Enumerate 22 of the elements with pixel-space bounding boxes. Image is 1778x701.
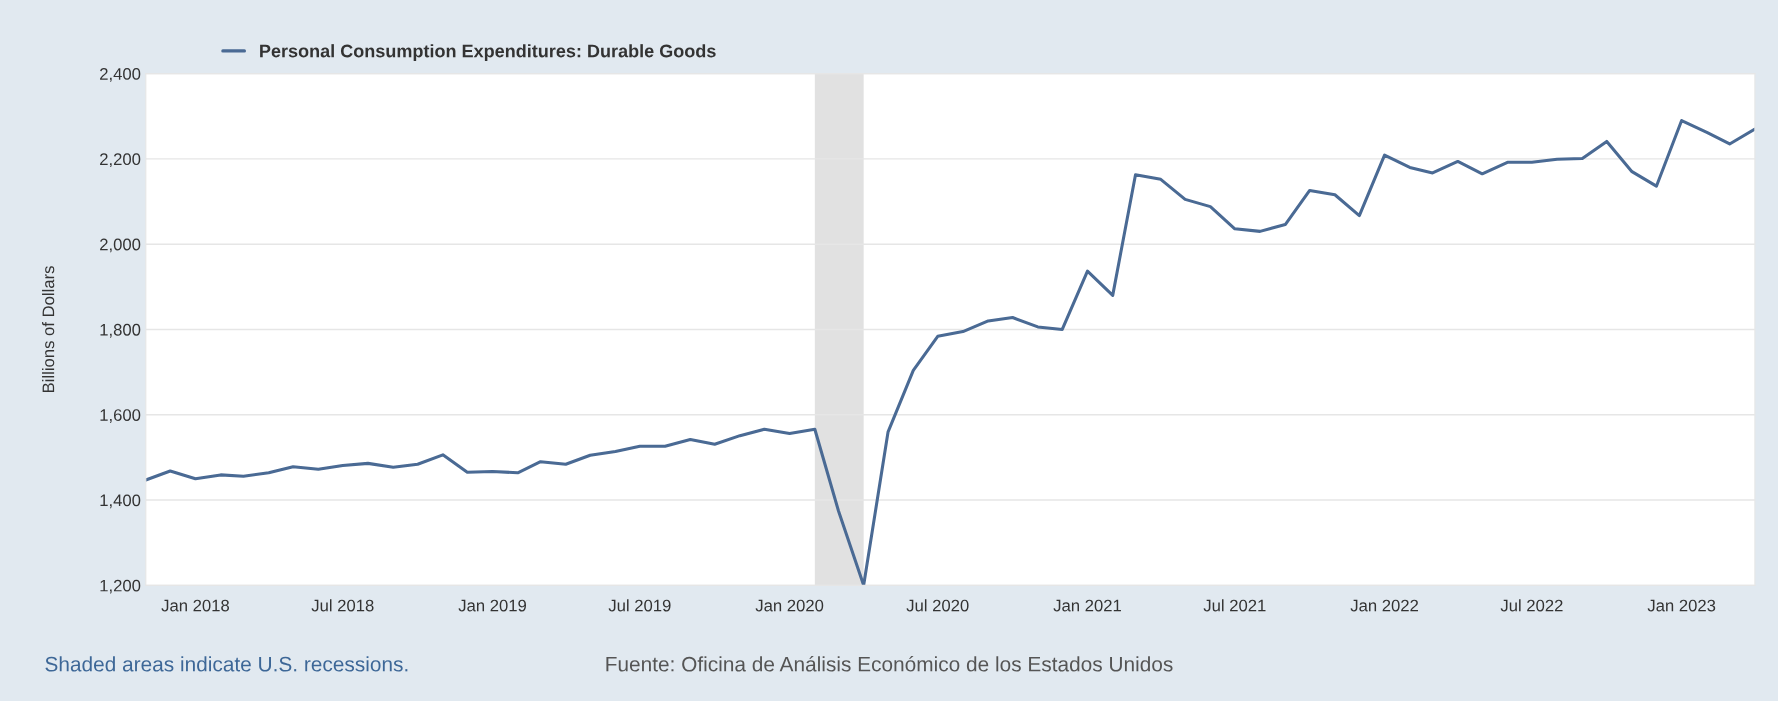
y-tick-label: 1,600 [100, 409, 141, 423]
x-tick-label: Jul 2022 [1500, 599, 1563, 612]
text: Shaded areas indicate U.S. recessions. [45, 656, 408, 672]
source-note: Fuente: Oficina de Análisis Económico de los Estados Unidos [606, 656, 1173, 672]
legend-label: Personal Consumption Expenditures: Durable Goods [260, 44, 716, 61]
y-tick-label: 1,800 [100, 323, 141, 338]
x-tick-label: Jan 2023 [1647, 599, 1716, 612]
y-tick-label: 1,200 [100, 579, 141, 594]
x-tick-label: Jan 2021 [1053, 599, 1121, 612]
x-tick-label: Jan 2020 [755, 599, 824, 612]
x-tick-label: Jan 2022 [1350, 599, 1419, 612]
y-axis-title: Billions of Dollars [42, 266, 55, 393]
y-tick-label: 2,000 [100, 238, 141, 253]
x-tick-label: Jul 2018 [311, 599, 374, 612]
x-tick-label: Jan 2019 [458, 599, 527, 612]
y-tick-label: 2,200 [100, 153, 141, 168]
x-tick-label: Jul 2021 [1203, 599, 1266, 612]
y-tick-label: 2,400 [100, 68, 141, 82]
x-tick-label: Jul 2020 [906, 599, 969, 612]
y-tick-label: 1,400 [100, 494, 141, 509]
x-tick-label: Jul 2019 [608, 599, 671, 612]
x-tick-label: Jan 2018 [161, 599, 230, 612]
